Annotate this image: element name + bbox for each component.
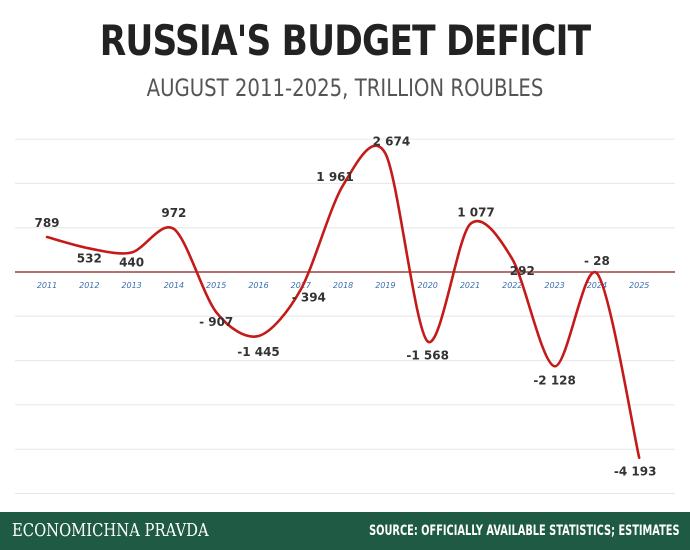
data-label: 789 <box>34 216 59 230</box>
x-tick-label: 2013 <box>121 281 141 290</box>
data-label: -2 128 <box>533 373 576 387</box>
x-tick-label: 2017 <box>291 281 312 290</box>
x-tick-label: 2023 <box>544 281 564 290</box>
chart-subtitle: AUGUST 2011-2025, TRILLION ROUBLES <box>146 74 544 102</box>
data-label: 532 <box>77 251 102 265</box>
data-label: 440 <box>119 256 144 270</box>
data-label: - 907 <box>199 315 233 329</box>
source-note: SOURCE: OFFICIALLY AVAILABLE STATISTICS;… <box>369 523 680 539</box>
footer-bar: ECONOMICHNA PRAVDA SOURCE: OFFICIALLY AV… <box>0 512 690 550</box>
x-tick-label: 2020 <box>418 281 438 290</box>
chart-title: RUSSIA'S BUDGET DEFICIT <box>99 16 591 65</box>
data-label: -1 445 <box>237 345 280 359</box>
x-tick-label: 2018 <box>333 281 353 290</box>
x-tick-label: 2014 <box>164 281 184 290</box>
data-label: 1 961 <box>316 170 354 184</box>
x-tick-label: 2022 <box>502 281 522 290</box>
x-tick-label: 2025 <box>629 281 649 290</box>
brand-logo-text: ECONOMICHNA PRAVDA <box>12 520 209 541</box>
data-label: - 28 <box>584 254 610 268</box>
line-chart: 2011 2012 2013 2014 2015 2016 2017 2018 2019 2020… <box>15 135 675 494</box>
data-label: 972 <box>161 206 186 220</box>
data-label: -1 568 <box>406 348 449 362</box>
x-tick-label: 2011 <box>37 281 57 290</box>
data-label: 292 <box>510 264 535 278</box>
data-label: 2 674 <box>373 135 411 149</box>
data-label: -4 193 <box>614 465 657 479</box>
data-label: 1 077 <box>457 205 495 219</box>
x-tick-label: 2012 <box>79 281 99 290</box>
x-tick-label: 2021 <box>460 281 480 290</box>
series-line <box>45 144 641 460</box>
data-label: - 394 <box>292 290 326 304</box>
x-tick-label: 2016 <box>248 281 268 290</box>
x-tick-label: 2019 <box>375 281 395 290</box>
x-tick-label: 2024 <box>587 281 607 290</box>
x-tick-label: 2015 <box>206 281 226 290</box>
